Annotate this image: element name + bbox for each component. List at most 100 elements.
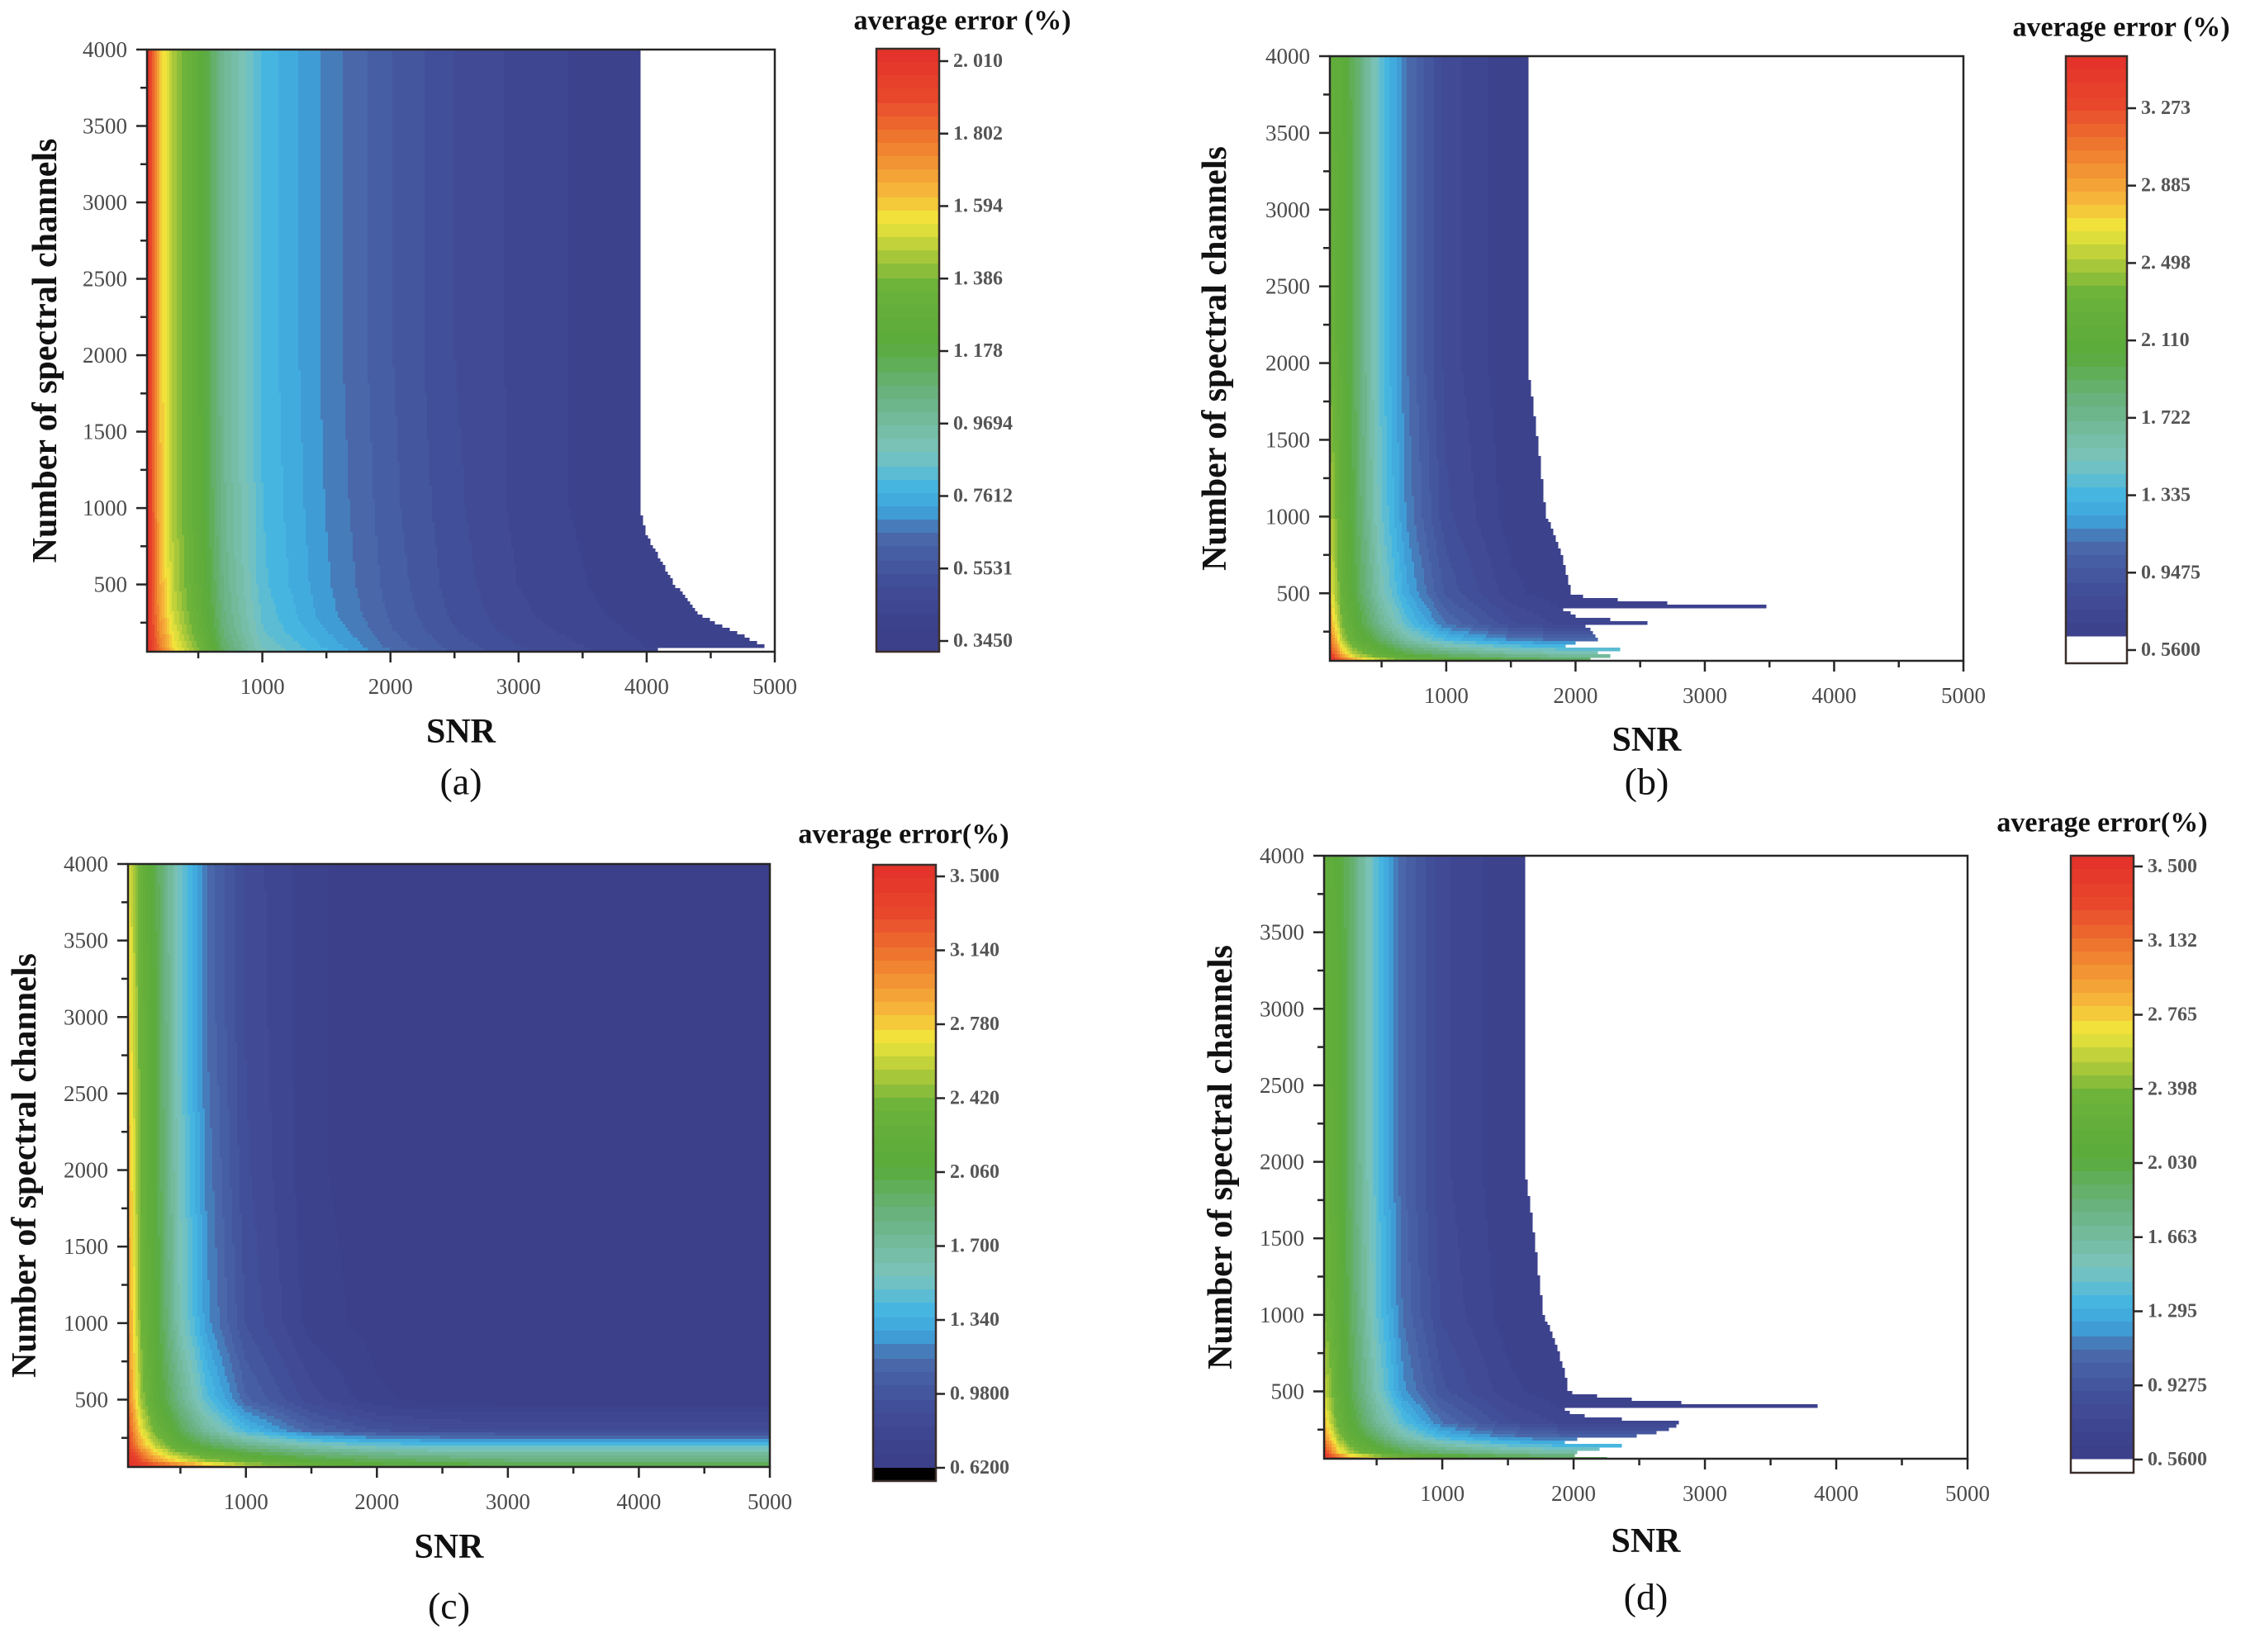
contour-band-segment: [204, 370, 210, 374]
contour-band-segment: [182, 380, 188, 384]
contour-band-segment: [209, 66, 212, 70]
contour-band-segment: [197, 416, 202, 420]
contour-band-segment: [320, 347, 344, 351]
contour-band-segment: [298, 73, 321, 77]
contour-band-segment: [169, 254, 173, 259]
contour-band-segment: [298, 208, 321, 212]
contour-band-segment: [162, 69, 168, 74]
contour-band-segment: [395, 390, 425, 394]
contour-band-segment: [261, 215, 279, 219]
contour-band-segment: [159, 258, 163, 262]
contour-band-segment: [224, 387, 232, 391]
contour-band-segment: [261, 155, 279, 159]
contour-band-segment: [368, 367, 396, 371]
contour-band-segment: [159, 347, 163, 351]
contour-band-segment: [147, 238, 150, 242]
contour-band-segment: [430, 453, 463, 457]
contour-band-segment: [169, 476, 173, 480]
contour-band-segment: [216, 188, 220, 192]
contour-band-segment: [197, 479, 202, 483]
contour-band-segment: [157, 228, 160, 232]
contour-band-segment: [368, 357, 393, 361]
contour-band-segment: [152, 357, 155, 361]
contour-band-segment: [219, 327, 225, 331]
contour-band-segment: [231, 274, 240, 278]
contour-band-segment: [219, 145, 225, 150]
contour-band-segment: [323, 469, 349, 473]
contour-band-segment: [204, 430, 210, 434]
contour-band-segment: [157, 479, 160, 483]
contour-band-segment: [454, 301, 505, 305]
contour-band-segment: [283, 489, 304, 493]
contour-band-segment: [187, 182, 192, 186]
contour-band-segment: [278, 135, 299, 140]
contour-band-segment: [177, 251, 183, 255]
contour-band-segment: [177, 198, 183, 202]
contour-band-segment: [425, 261, 455, 265]
contour-band-segment: [162, 175, 168, 179]
contour-band-segment: [150, 129, 153, 133]
contour-band-segment: [150, 340, 153, 344]
contour-band-segment: [224, 357, 232, 361]
contour-band-segment: [211, 324, 217, 328]
contour-band-segment: [147, 469, 150, 473]
contour-band-segment: [568, 278, 641, 282]
contour-band-segment: [167, 202, 170, 206]
contour-band-segment: [177, 403, 183, 407]
contour-band-segment: [231, 205, 240, 209]
contour-band-segment: [169, 135, 173, 140]
contour-band-segment: [150, 436, 153, 440]
contour-band-segment: [462, 459, 507, 463]
contour-band-segment: [169, 459, 173, 463]
contour-band-segment: [167, 244, 170, 249]
contour-band-segment: [261, 357, 279, 361]
contour-band-segment: [172, 436, 178, 440]
contour-band-segment: [298, 268, 321, 272]
contour-band-segment: [152, 466, 155, 470]
contour-band-segment: [454, 291, 505, 295]
contour-band-segment: [169, 377, 173, 381]
contour-band-segment: [320, 215, 344, 219]
contour-band-segment: [169, 453, 173, 457]
contour-band-segment: [219, 132, 225, 136]
contour-band-segment: [169, 195, 173, 199]
contour-band-segment: [261, 271, 279, 275]
contour-band-segment: [239, 175, 247, 179]
contour-band-segment: [169, 215, 173, 219]
contour-band-segment: [261, 320, 279, 325]
contour-band-segment: [231, 324, 240, 328]
contour-band-segment: [239, 373, 247, 377]
contour-band-segment: [320, 406, 346, 411]
contour-band-segment: [343, 330, 368, 335]
contour-band-segment: [343, 363, 368, 368]
contour-band-segment: [211, 363, 217, 368]
contour-band-segment: [224, 466, 232, 470]
contour-band-segment: [425, 129, 455, 133]
contour-band-segment: [231, 390, 240, 394]
contour-band-segment: [182, 363, 188, 368]
contour-band-segment: [192, 453, 197, 457]
contour-band-segment: [154, 459, 158, 463]
contour-band-segment: [231, 218, 240, 222]
contour-band-segment: [224, 344, 232, 348]
contour-band-segment: [211, 152, 217, 156]
contour-band-segment: [204, 367, 210, 371]
contour-band-segment: [504, 241, 569, 245]
contour-band-segment: [298, 218, 321, 222]
contour-band-segment: [432, 489, 465, 493]
contour-band-segment: [239, 268, 247, 272]
contour-band-segment: [167, 268, 170, 272]
contour-band-segment: [192, 301, 197, 305]
contour-band-segment: [211, 410, 217, 414]
contour-band-segment: [159, 175, 163, 179]
contour-band-segment: [224, 182, 232, 186]
contour-band-segment: [281, 443, 304, 447]
contour-band-segment: [199, 390, 205, 394]
contour-band-segment: [231, 248, 240, 252]
contour-band-segment: [177, 334, 183, 338]
contour-band-segment: [182, 119, 188, 123]
contour-band-segment: [568, 456, 641, 460]
contour-band-segment: [192, 393, 197, 397]
contour-band-segment: [172, 221, 178, 225]
contour-band-segment: [261, 106, 279, 110]
